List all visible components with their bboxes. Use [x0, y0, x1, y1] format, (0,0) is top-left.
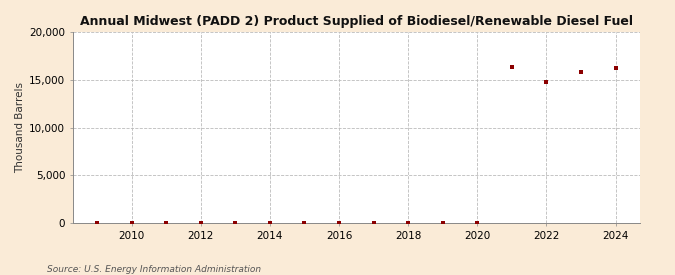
Title: Annual Midwest (PADD 2) Product Supplied of Biodiesel/Renewable Diesel Fuel: Annual Midwest (PADD 2) Product Supplied…	[80, 15, 633, 28]
Point	[230, 221, 241, 225]
Point	[161, 221, 171, 225]
Point	[195, 221, 206, 225]
Y-axis label: Thousand Barrels: Thousand Barrels	[15, 82, 25, 173]
Point	[610, 66, 621, 70]
Point	[333, 221, 344, 225]
Point	[541, 79, 552, 84]
Point	[437, 221, 448, 225]
Point	[472, 221, 483, 225]
Point	[576, 70, 587, 74]
Point	[265, 221, 275, 225]
Point	[299, 221, 310, 225]
Point	[403, 221, 414, 225]
Text: Source: U.S. Energy Information Administration: Source: U.S. Energy Information Administ…	[47, 265, 261, 274]
Point	[126, 221, 137, 225]
Point	[57, 221, 68, 225]
Point	[506, 65, 517, 70]
Point	[369, 221, 379, 225]
Point	[92, 221, 103, 225]
